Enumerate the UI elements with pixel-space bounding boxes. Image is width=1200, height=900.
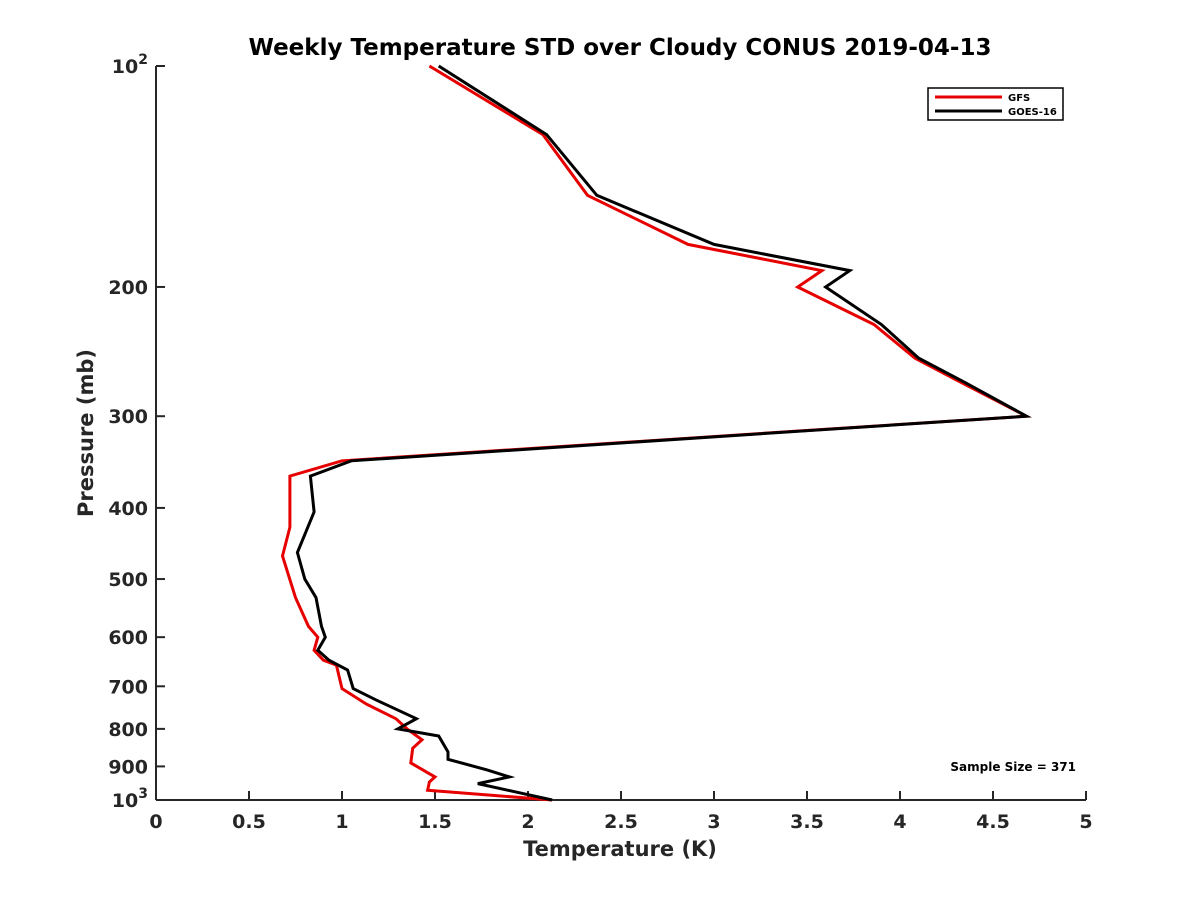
series-line-goes16 — [295, 64, 1032, 802]
x-tick-label: 1 — [335, 811, 348, 833]
x-tick-label: 1.5 — [418, 811, 452, 833]
y-tick-label: 800 — [108, 719, 148, 741]
x-tick-label: 0 — [149, 811, 162, 833]
sample-size-annotation: Sample Size = 371 — [950, 760, 1076, 774]
y-axis-title: Pressure (mb) — [74, 349, 98, 517]
x-tick-label: 0.5 — [232, 811, 266, 833]
y-tick-label: 102 — [112, 52, 148, 78]
x-tick-label: 2.5 — [604, 811, 638, 833]
x-tick-label: 2 — [521, 811, 534, 833]
legend-box — [927, 87, 1064, 121]
x-tick-label: 5 — [1079, 811, 1092, 833]
x-axis-ticks: 0 0.5 1 1.5 2 2.5 3 3.5 4 4.5 5 — [149, 791, 1093, 833]
y-tick-label: 900 — [108, 756, 148, 778]
series-lines — [280, 64, 1032, 802]
x-tick-label: 3 — [707, 811, 720, 833]
y-tick-label: 400 — [108, 498, 148, 520]
x-tick-label: 4 — [893, 811, 906, 833]
series-line-gfs — [280, 64, 1032, 802]
y-tick-label: 700 — [108, 676, 148, 698]
x-tick-label: 3.5 — [790, 811, 824, 833]
y-tick-label: 200 — [108, 277, 148, 299]
legend: GFS GOES-16 — [927, 87, 1064, 121]
y-axis-ticks: 102 200 300 400 500 600 700 800 900 103 — [108, 52, 165, 812]
y-tick-label: 103 — [112, 786, 148, 812]
chart-title: Weekly Temperature STD over Cloudy CONUS… — [249, 35, 992, 61]
legend-label-goes16: GOES-16 — [1008, 107, 1057, 118]
y-tick-label: 600 — [108, 627, 148, 649]
legend-label-gfs: GFS — [1008, 93, 1030, 104]
plot-area: 0 0.5 1 1.5 2 2.5 3 3.5 4 4.5 5 102 200 300 400 500 600… — [108, 52, 1092, 833]
x-tick-label: 4.5 — [976, 811, 1010, 833]
y-tick-label: 500 — [108, 569, 148, 591]
y-tick-label: 300 — [108, 406, 148, 428]
x-axis-title: Temperature (K) — [523, 837, 717, 861]
